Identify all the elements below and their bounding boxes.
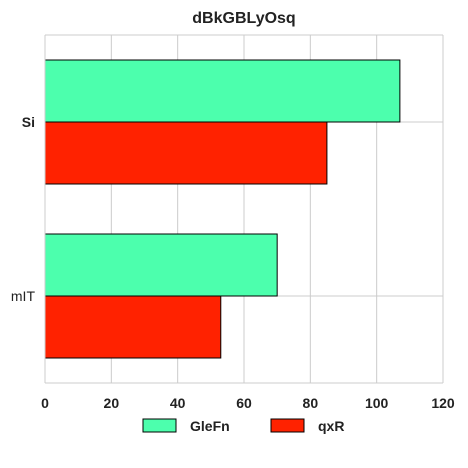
x-tick-label: 80 [303, 395, 319, 411]
x-tick-label: 100 [365, 395, 389, 411]
bar-GleFn-mIT [44, 233, 278, 297]
y-tick-label: mIT [11, 288, 36, 304]
bars [44, 59, 401, 359]
x-tick-label: 0 [41, 395, 49, 411]
axes [44, 34, 444, 384]
bar-qxR-mIT [44, 295, 222, 359]
bar-qxR-Si [44, 121, 328, 185]
x-axis-ticks: 0 20 40 60 80 100 120 [41, 395, 455, 411]
chart-title: dBkGBLyOsq [192, 10, 295, 27]
y-tick-label: Si [22, 114, 35, 130]
legend-label-GleFn: GleFn [190, 418, 230, 434]
x-tick-label: 120 [431, 395, 455, 411]
y-axis-ticks: Si mIT [11, 114, 36, 304]
bar-GleFn-Si [44, 59, 401, 123]
legend[interactable]: GleFn qxR [142, 418, 344, 434]
x-tick-label: 60 [236, 395, 252, 411]
legend-swatch-qxR [270, 418, 305, 433]
legend-swatch-GleFn [142, 418, 177, 433]
x-tick-label: 20 [104, 395, 120, 411]
legend-label-qxR: qxR [318, 418, 344, 434]
x-tick-label: 40 [170, 395, 186, 411]
